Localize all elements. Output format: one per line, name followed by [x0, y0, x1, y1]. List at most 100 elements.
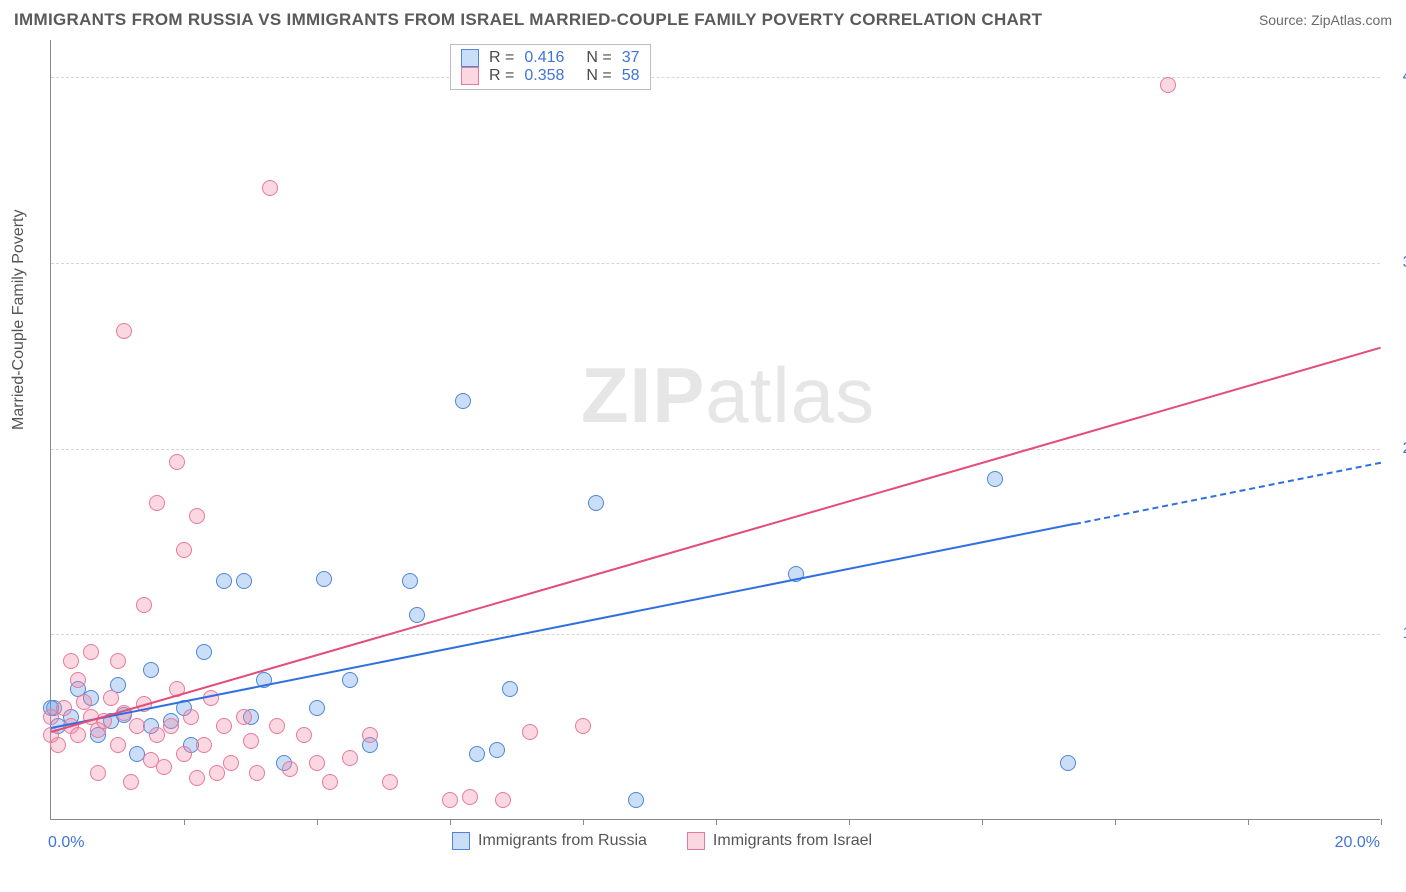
data-point-israel — [249, 765, 265, 781]
data-point-israel — [183, 709, 199, 725]
data-point-russia — [455, 393, 471, 409]
data-point-israel — [282, 761, 298, 777]
data-point-russia — [402, 573, 418, 589]
data-point-israel — [189, 508, 205, 524]
gridline — [51, 634, 1380, 635]
x-tick-mark — [450, 819, 451, 825]
data-point-israel — [223, 755, 239, 771]
series-legend: Immigrants from Russia Immigrants from Is… — [452, 832, 872, 850]
data-point-russia — [196, 644, 212, 660]
data-point-russia — [987, 471, 1003, 487]
chart-title: IMMIGRANTS FROM RUSSIA VS IMMIGRANTS FRO… — [14, 10, 1042, 30]
r-label: R = — [489, 67, 514, 85]
x-tick-mark — [317, 819, 318, 825]
regression-line — [51, 346, 1382, 732]
x-tick-label-right: 20.0% — [1335, 834, 1380, 852]
x-tick-mark — [184, 819, 185, 825]
legend-item-russia: Immigrants from Russia — [452, 832, 647, 850]
data-point-israel — [70, 672, 86, 688]
data-point-israel — [123, 774, 139, 790]
data-point-russia — [469, 746, 485, 762]
data-point-israel — [110, 737, 126, 753]
x-tick-mark — [1381, 819, 1382, 825]
swatch-israel — [461, 67, 479, 85]
data-point-russia — [1060, 755, 1076, 771]
legend-label-israel: Immigrants from Israel — [713, 832, 872, 850]
data-point-israel — [76, 694, 92, 710]
data-point-russia — [489, 742, 505, 758]
watermark: ZIPatlas — [581, 350, 875, 441]
data-point-russia — [588, 495, 604, 511]
r-value-russia: 0.416 — [524, 49, 564, 67]
data-point-israel — [116, 323, 132, 339]
data-point-russia — [143, 662, 159, 678]
data-point-israel — [129, 718, 145, 734]
y-tick-label: 20.0% — [1388, 440, 1406, 458]
data-point-israel — [462, 789, 478, 805]
correlation-stats-box: R = 0.416 N = 37 R = 0.358 N = 58 — [450, 44, 651, 90]
data-point-russia — [309, 700, 325, 716]
n-label: N = — [586, 49, 611, 67]
data-point-israel — [169, 454, 185, 470]
data-point-israel — [296, 727, 312, 743]
x-tick-mark — [1115, 819, 1116, 825]
data-point-russia — [342, 672, 358, 688]
n-label: N = — [586, 67, 611, 85]
regression-line — [51, 523, 1075, 729]
legend-item-israel: Immigrants from Israel — [687, 832, 872, 850]
swatch-russia — [452, 832, 470, 850]
data-point-israel — [189, 770, 205, 786]
data-point-israel — [575, 718, 591, 734]
data-point-israel — [309, 755, 325, 771]
swatch-israel — [687, 832, 705, 850]
n-value-israel: 58 — [622, 67, 640, 85]
data-point-israel — [522, 724, 538, 740]
x-tick-mark — [1248, 819, 1249, 825]
r-value-israel: 0.358 — [524, 67, 564, 85]
legend-label-russia: Immigrants from Russia — [478, 832, 647, 850]
swatch-russia — [461, 49, 479, 67]
data-point-israel — [196, 737, 212, 753]
n-value-russia: 37 — [622, 49, 640, 67]
data-point-israel — [269, 718, 285, 734]
data-point-israel — [156, 759, 172, 775]
data-point-israel — [243, 733, 259, 749]
data-point-israel — [1160, 77, 1176, 93]
r-label: R = — [489, 49, 514, 67]
gridline — [51, 263, 1380, 264]
data-point-israel — [63, 653, 79, 669]
x-tick-mark — [982, 819, 983, 825]
gridline — [51, 449, 1380, 450]
data-point-israel — [70, 727, 86, 743]
y-tick-label: 10.0% — [1388, 625, 1406, 643]
y-tick-label: 40.0% — [1388, 68, 1406, 86]
data-point-israel — [136, 597, 152, 613]
y-axis-label: Married-Couple Family Poverty — [10, 209, 28, 430]
data-point-russia — [316, 571, 332, 587]
gridline — [51, 77, 1380, 78]
data-point-israel — [495, 792, 511, 808]
data-point-israel — [176, 746, 192, 762]
data-point-israel — [149, 495, 165, 511]
source-label: Source: ZipAtlas.com — [1259, 12, 1392, 28]
regression-line — [1075, 462, 1381, 525]
data-point-israel — [236, 709, 252, 725]
data-point-israel — [216, 718, 232, 734]
stats-row-israel: R = 0.358 N = 58 — [453, 67, 648, 85]
data-point-russia — [628, 792, 644, 808]
data-point-israel — [442, 792, 458, 808]
data-point-israel — [163, 718, 179, 734]
data-point-israel — [90, 765, 106, 781]
data-point-israel — [322, 774, 338, 790]
data-point-israel — [342, 750, 358, 766]
data-point-israel — [262, 180, 278, 196]
data-point-russia — [236, 573, 252, 589]
data-point-israel — [110, 653, 126, 669]
x-tick-label-left: 0.0% — [48, 834, 84, 852]
data-point-russia — [502, 681, 518, 697]
x-tick-mark — [716, 819, 717, 825]
data-point-israel — [382, 774, 398, 790]
x-tick-mark — [849, 819, 850, 825]
data-point-israel — [103, 690, 119, 706]
data-point-israel — [176, 542, 192, 558]
